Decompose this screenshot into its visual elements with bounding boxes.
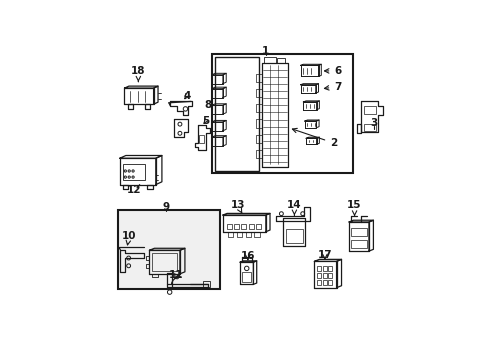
Bar (350, 228, 366, 236)
Bar (322, 280, 326, 285)
Text: 14: 14 (286, 199, 301, 215)
Text: 13: 13 (230, 201, 244, 213)
Bar (214, 57, 259, 171)
Bar (327, 273, 331, 278)
Bar (255, 224, 260, 229)
Bar (117, 210, 220, 288)
Bar (317, 273, 320, 278)
Text: 8: 8 (203, 100, 211, 110)
Bar (327, 280, 331, 285)
Bar (242, 271, 251, 282)
Bar (285, 229, 302, 243)
Bar (152, 253, 177, 271)
Text: 2: 2 (292, 129, 337, 148)
Bar (203, 281, 210, 287)
Bar (322, 273, 326, 278)
Bar (123, 164, 144, 180)
Bar (350, 240, 366, 248)
Bar (264, 57, 275, 63)
Bar (199, 135, 204, 143)
Text: 11: 11 (169, 270, 183, 280)
Text: 15: 15 (346, 199, 361, 215)
Text: 6: 6 (324, 66, 341, 76)
Bar (276, 58, 285, 63)
Bar (317, 280, 320, 285)
Bar (211, 54, 352, 174)
Bar (327, 266, 331, 270)
Bar (363, 106, 375, 114)
Text: 12: 12 (127, 185, 141, 194)
Text: 4: 4 (183, 91, 190, 101)
Text: 1: 1 (262, 46, 269, 56)
Bar (226, 224, 232, 229)
Bar (234, 224, 239, 229)
Bar (363, 123, 375, 131)
Text: 7: 7 (324, 82, 341, 92)
Text: 3: 3 (369, 118, 377, 128)
Text: 17: 17 (317, 250, 331, 260)
Bar (241, 224, 246, 229)
Bar (248, 224, 253, 229)
Text: 9: 9 (162, 202, 169, 212)
Text: 5: 5 (202, 116, 209, 126)
Text: 10: 10 (122, 231, 136, 245)
Text: 18: 18 (131, 66, 145, 81)
Bar (322, 266, 326, 270)
Bar (317, 266, 320, 270)
Text: 16: 16 (240, 251, 255, 261)
